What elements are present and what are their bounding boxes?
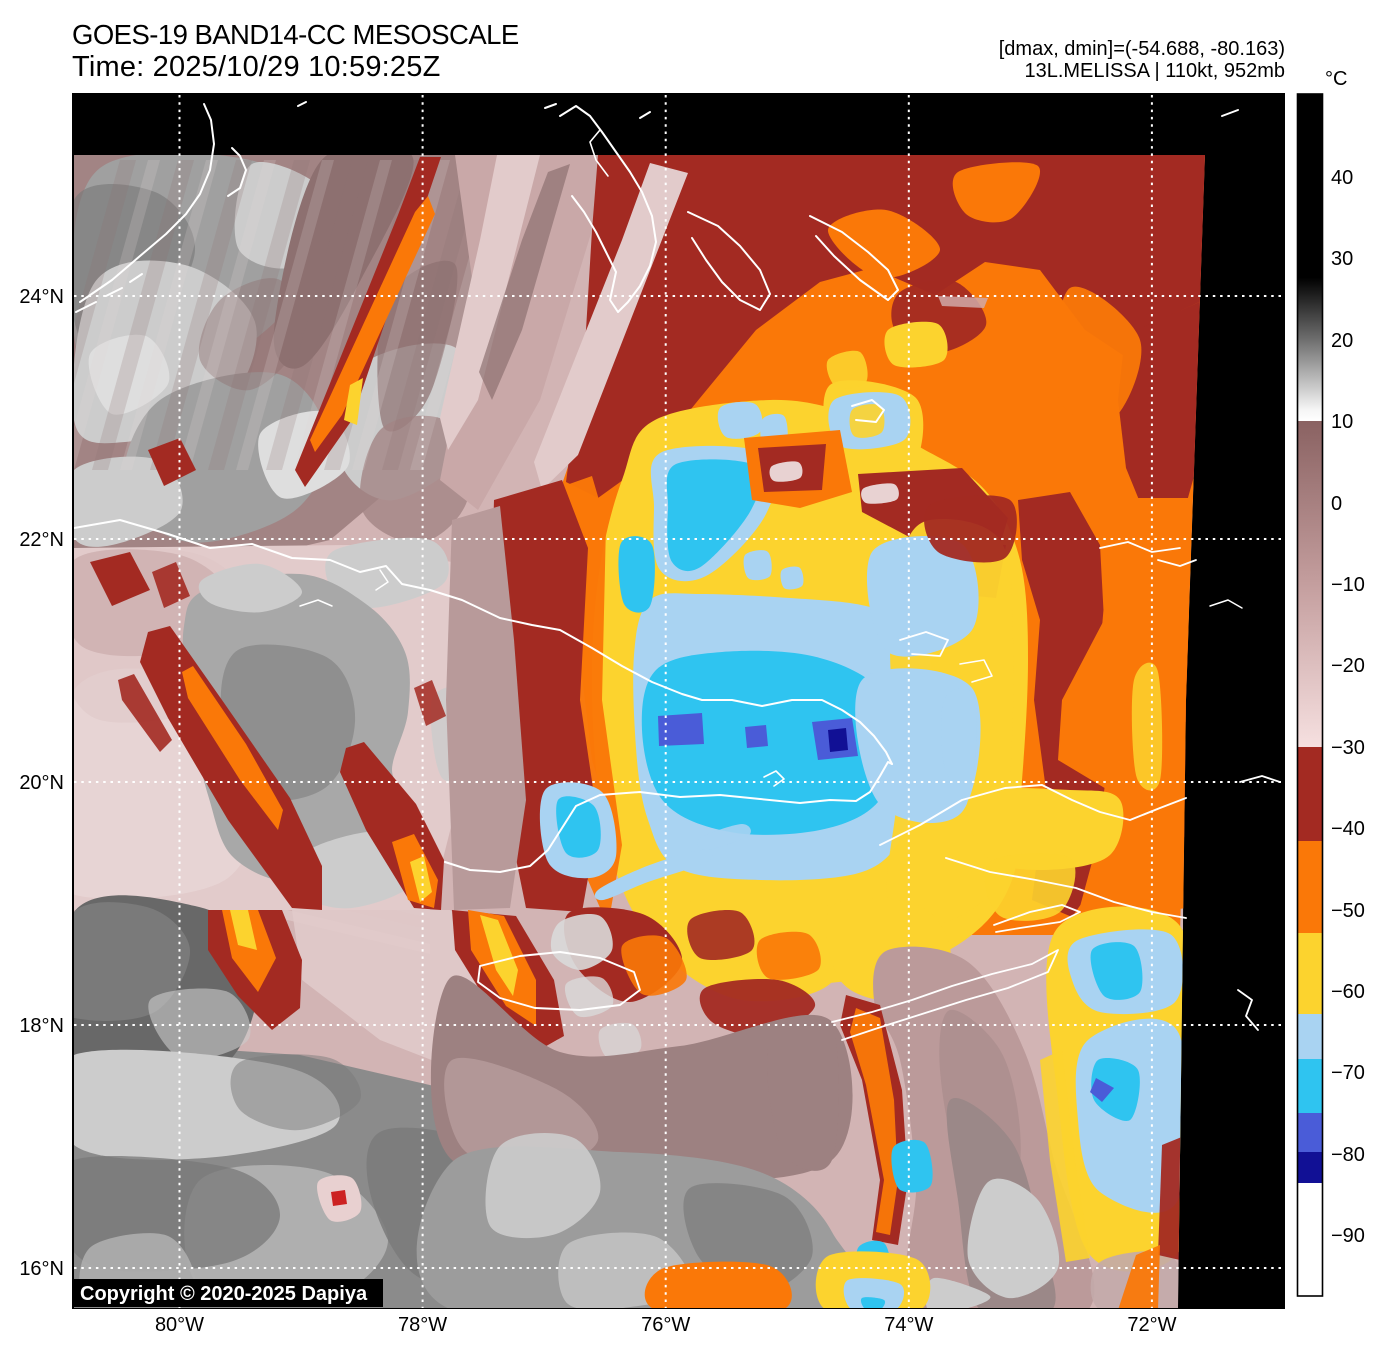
svg-text:30: 30 bbox=[1331, 248, 1353, 270]
svg-text:80°W: 80°W bbox=[155, 1314, 204, 1336]
svg-text:−70: −70 bbox=[1331, 1062, 1365, 1084]
svg-text:GOES-19 BAND14-CC MESOSCALE: GOES-19 BAND14-CC MESOSCALE bbox=[72, 19, 519, 50]
svg-text:−60: −60 bbox=[1331, 981, 1365, 1003]
svg-text:20: 20 bbox=[1331, 330, 1353, 352]
svg-text:24°N: 24°N bbox=[19, 286, 64, 308]
svg-text:Time: 2025/10/29 10:59:25Z: Time: 2025/10/29 10:59:25Z bbox=[72, 51, 440, 83]
svg-text:20°N: 20°N bbox=[19, 772, 64, 794]
svg-text:16°N: 16°N bbox=[19, 1258, 64, 1280]
svg-text:76°W: 76°W bbox=[641, 1314, 690, 1336]
svg-text:40: 40 bbox=[1331, 167, 1353, 189]
svg-text:−10: −10 bbox=[1331, 574, 1365, 596]
svg-text:10: 10 bbox=[1331, 411, 1353, 433]
svg-text:−80: −80 bbox=[1331, 1144, 1365, 1166]
svg-text:Copyright © 2020-2025 Dapiya: Copyright © 2020-2025 Dapiya bbox=[80, 1283, 368, 1305]
svg-text:−20: −20 bbox=[1331, 655, 1365, 677]
svg-text:−40: −40 bbox=[1331, 818, 1365, 840]
svg-text:74°W: 74°W bbox=[884, 1314, 933, 1336]
svg-text:°C: °C bbox=[1325, 68, 1347, 90]
svg-text:18°N: 18°N bbox=[19, 1015, 64, 1037]
svg-text:−30: −30 bbox=[1331, 737, 1365, 759]
svg-text:78°W: 78°W bbox=[398, 1314, 447, 1336]
svg-text:[dmax, dmin]=(-54.688, -80.163: [dmax, dmin]=(-54.688, -80.163) bbox=[999, 38, 1285, 60]
svg-text:22°N: 22°N bbox=[19, 529, 64, 551]
svg-text:13L.MELISSA | 110kt, 952mb: 13L.MELISSA | 110kt, 952mb bbox=[1024, 60, 1285, 82]
svg-text:0: 0 bbox=[1331, 493, 1342, 515]
svg-text:−90: −90 bbox=[1331, 1225, 1365, 1247]
svg-text:−50: −50 bbox=[1331, 900, 1365, 922]
svg-text:72°W: 72°W bbox=[1127, 1314, 1176, 1336]
